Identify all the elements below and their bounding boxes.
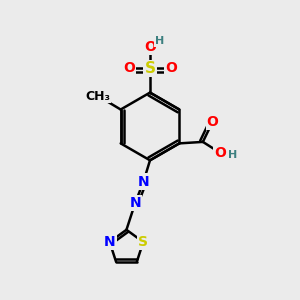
Text: N: N	[104, 235, 116, 249]
Text: O: O	[165, 61, 177, 75]
Text: S: S	[145, 61, 155, 76]
Text: H: H	[155, 36, 164, 46]
Text: H: H	[228, 150, 238, 160]
Text: S: S	[138, 235, 148, 249]
Text: CH₃: CH₃	[85, 90, 110, 103]
Text: O: O	[214, 146, 226, 160]
Text: N: N	[130, 196, 141, 210]
Text: O: O	[207, 115, 218, 129]
Text: O: O	[123, 61, 135, 75]
Text: N: N	[138, 175, 149, 188]
Text: O: O	[144, 40, 156, 54]
